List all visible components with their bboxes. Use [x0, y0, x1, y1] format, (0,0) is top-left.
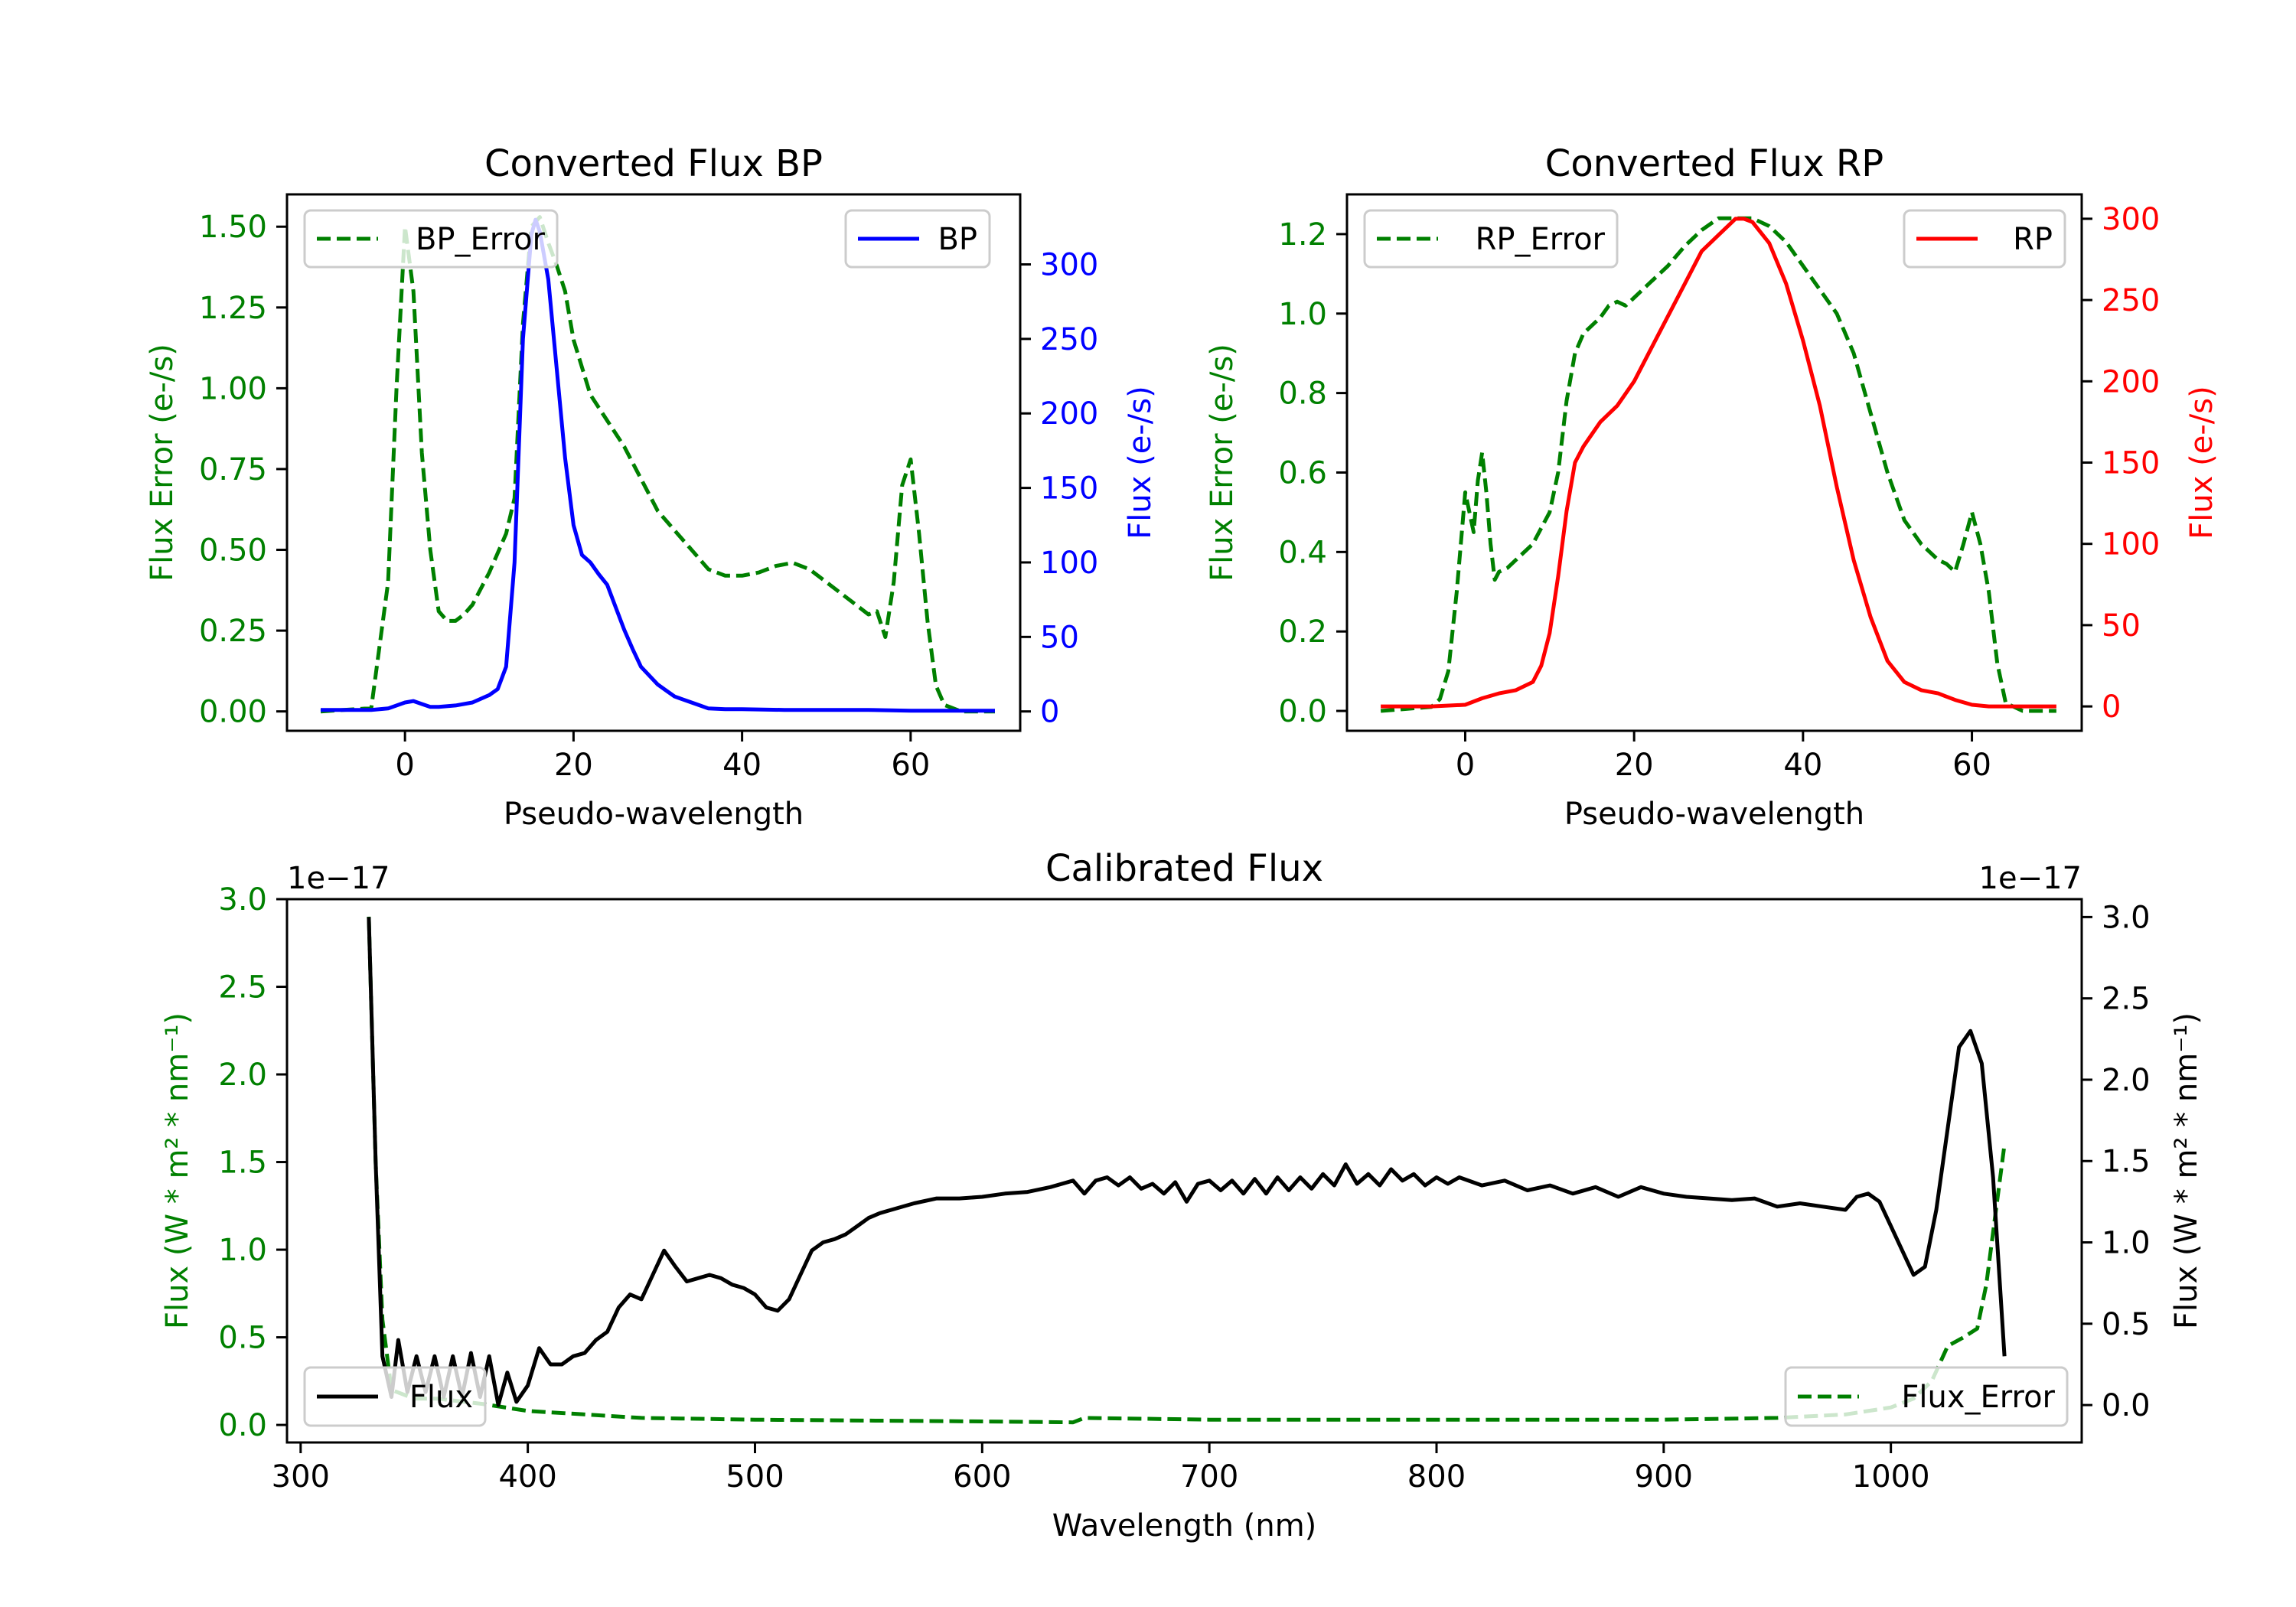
x-tick-label: 40: [1783, 748, 1822, 783]
x-tick-label: 400: [498, 1459, 556, 1495]
y-right-axis-label: Flux (e-/s): [2184, 386, 2219, 539]
y-left-tick-label: 1.5: [218, 1146, 267, 1181]
y-right-tick-label: 300: [1040, 248, 1098, 283]
y-left-tick-label: 1.50: [199, 210, 267, 245]
x-tick-label: 20: [1615, 748, 1654, 783]
y-left-tick-label: 2.0: [218, 1058, 267, 1093]
y-left-tick-label: 0.00: [199, 695, 267, 730]
y-left-tick-label: 0.6: [1278, 455, 1327, 491]
series-line-bp: [321, 217, 995, 713]
y-right-tick-label: 100: [1040, 546, 1098, 581]
x-tick-label: 0: [395, 748, 414, 783]
y-left-offset-label: 1e−17: [287, 861, 390, 896]
plot-frame: [285, 193, 1022, 732]
x-tick-label: 800: [1407, 1459, 1466, 1495]
y-left-tick-label: 0.75: [199, 452, 267, 487]
y-right-tick-label: 2.5: [2102, 982, 2151, 1017]
y-left-axis-label: Flux (W * m² * nm⁻¹): [160, 1012, 195, 1329]
y-left-tick-label: 0.25: [199, 614, 267, 649]
x-tick-label: 60: [1952, 748, 1991, 783]
y-right-tick-label: 150: [2102, 446, 2160, 481]
x-tick-label: 0: [1456, 748, 1475, 783]
x-tick-label: 300: [272, 1459, 330, 1495]
x-axis-label: Pseudo-wavelength: [1564, 797, 1864, 832]
legend-right-label: RP: [2013, 222, 2053, 257]
y-right-tick-label: 2.0: [2102, 1063, 2151, 1098]
y-right-tick-label: 0: [2102, 689, 2121, 725]
legend-right-label: BP: [938, 222, 977, 257]
x-axis-label: Pseudo-wavelength: [504, 797, 804, 832]
y-right-axis-label: Flux (e-/s): [1123, 386, 1158, 539]
y-left-axis-label: Flux Error (e-/s): [1205, 344, 1240, 582]
series-line-bp-error: [320, 215, 995, 714]
y-left-tick-label: 1.0: [1278, 297, 1327, 332]
series-line-flux-error: [367, 916, 2007, 1425]
y-left-tick-label: 3.0: [218, 882, 267, 918]
legend-right-box: [1903, 209, 2066, 269]
x-tick-label: 40: [722, 748, 762, 783]
x-axis-label: Wavelength (nm): [1052, 1508, 1317, 1543]
x-tick-label: 60: [891, 748, 930, 783]
legend-left-box: [1363, 209, 1619, 269]
plot-frame: [1345, 193, 2083, 732]
x-tick-label: 700: [1180, 1459, 1238, 1495]
y-right-tick-label: 1.0: [2102, 1226, 2151, 1261]
y-right-tick-label: 0.5: [2102, 1307, 2151, 1342]
y-left-tick-label: 0.50: [199, 533, 267, 569]
legend-right-box: [1784, 1366, 2069, 1427]
y-right-tick-label: 1.5: [2102, 1144, 2151, 1179]
y-left-tick-label: 0.8: [1278, 376, 1327, 412]
y-right-tick-label: 150: [1040, 471, 1098, 507]
chart-title: Converted Flux RP: [1545, 142, 1883, 185]
y-right-tick-label: 3.0: [2102, 900, 2151, 935]
y-right-tick-label: 300: [2102, 202, 2160, 237]
x-tick-label: 500: [726, 1459, 784, 1495]
legend-left-label: BP_Error: [416, 222, 546, 257]
x-tick-label: 1000: [1852, 1459, 1930, 1495]
y-right-offset-label: 1e−17: [1979, 861, 2082, 896]
legend-left-box: [303, 1366, 487, 1427]
chart-calibrated: 300 400 500 600 700 800 900 1000 0.0 0.5 1.0 1.5 2.0…: [160, 847, 2204, 1543]
series-line-rp: [1381, 217, 2056, 709]
series-line-rp-error: [1380, 216, 2056, 713]
y-right-axis-label: Flux (W * m² * nm⁻¹): [2169, 1012, 2204, 1329]
y-right-tick-label: 50: [2102, 608, 2141, 644]
y-left-tick-label: 1.0: [218, 1233, 267, 1268]
y-right-tick-label: 0: [1040, 695, 1059, 730]
x-tick-label: 600: [953, 1459, 1011, 1495]
y-right-tick-label: 200: [1040, 396, 1098, 432]
y-right-tick-label: 0.0: [2102, 1388, 2151, 1423]
plot-frame: [285, 898, 2083, 1444]
y-right-tick-label: 250: [1040, 322, 1098, 357]
x-tick-label: 900: [1635, 1459, 1693, 1495]
legend-right-label: Flux_Error: [1901, 1380, 2055, 1415]
y-left-axis-label: Flux Error (e-/s): [145, 344, 180, 582]
y-right-tick-label: 50: [1040, 620, 1079, 655]
y-right-tick-label: 250: [2102, 283, 2160, 318]
y-left-tick-label: 2.5: [218, 970, 267, 1006]
chart-title: Converted Flux BP: [484, 142, 823, 185]
y-left-tick-label: 0.5: [218, 1321, 267, 1356]
chart-bp: 0 20 40 60 0.00 0.25 0.50 0.75 1.00 1.25 1.50 0 50 10…: [145, 142, 1158, 832]
y-left-tick-label: 0.2: [1278, 614, 1327, 650]
y-left-tick-label: 0.4: [1278, 535, 1327, 570]
x-tick-label: 20: [554, 748, 593, 783]
legend-left-box: [303, 209, 559, 269]
series-line-flux: [367, 917, 2007, 1407]
y-left-tick-label: 0.0: [1278, 694, 1327, 729]
y-right-tick-label: 200: [2102, 364, 2160, 399]
y-right-tick-label: 100: [2102, 527, 2160, 562]
legend-left-label: RP_Error: [1476, 222, 1606, 257]
y-left-tick-label: 1.25: [199, 291, 267, 326]
y-left-tick-label: 0.0: [218, 1408, 267, 1443]
y-left-tick-label: 1.2: [1278, 217, 1327, 253]
legend-left-label: Flux: [409, 1380, 473, 1415]
chart-rp: 0 20 40 60 0.0 0.2 0.4 0.6 0.8 1.0 1.2 0 50 100 150 200…: [1205, 142, 2219, 832]
y-left-tick-label: 1.00: [199, 371, 267, 406]
chart-title: Calibrated Flux: [1045, 847, 1323, 890]
